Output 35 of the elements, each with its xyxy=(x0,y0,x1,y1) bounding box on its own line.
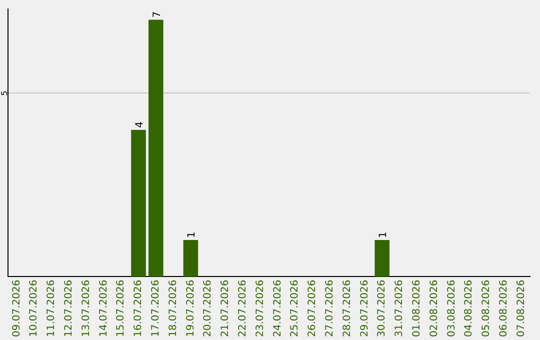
x-tick-label: 12.07.2026 xyxy=(63,280,74,338)
x-tick-label: 29.07.2026 xyxy=(359,280,370,338)
x-tick-label: 23.07.2026 xyxy=(254,280,266,338)
x-tick-label: 26.07.2026 xyxy=(307,280,318,338)
x-tick-label: 17.07.2026 xyxy=(150,280,162,338)
x-tick-label: 13.07.2026 xyxy=(80,280,92,338)
x-tick-label: 03.08.2026 xyxy=(446,280,458,338)
x-tick-label: 31.07.2026 xyxy=(394,280,406,338)
data-label: 4 xyxy=(134,122,146,128)
data-label: 1 xyxy=(186,232,198,238)
x-tick-label: 27.07.2026 xyxy=(324,280,336,338)
x-tick-label: 15.07.2026 xyxy=(116,280,127,338)
x-tick-label: 07.08.2026 xyxy=(516,280,527,338)
x-tick-label: 22.07.2026 xyxy=(237,280,248,338)
x-tick-label: 28.07.2026 xyxy=(342,280,353,338)
x-tick-label: 19.07.2026 xyxy=(185,280,196,338)
x-tick-label: 30.07.2026 xyxy=(376,280,388,338)
x-tick-label: 20.07.2026 xyxy=(202,280,214,338)
x-tick-label: 21.07.2026 xyxy=(220,280,232,338)
x-tick-label: 11.07.2026 xyxy=(46,280,58,338)
x-tick-label: 09.07.2026 xyxy=(11,280,22,338)
x-tick-label: 16.07.2026 xyxy=(133,280,144,338)
x-tick-label: 04.08.2026 xyxy=(464,280,475,338)
data-label: 7 xyxy=(152,11,163,18)
x-tick-label: 18.07.2026 xyxy=(168,280,179,338)
x-tick-label: 25.07.2026 xyxy=(290,280,301,338)
x-tick-label: 02.08.2026 xyxy=(428,280,440,338)
x-tick-label: 14.07.2026 xyxy=(98,280,110,338)
x-tick-label: 24.07.2026 xyxy=(272,280,284,338)
x-tick-label: 01.08.2026 xyxy=(411,280,422,338)
data-label: 1 xyxy=(378,232,390,238)
y-tick-label: 5 xyxy=(0,90,9,96)
x-tick-label: 10.07.2026 xyxy=(28,280,40,338)
x-tick-label: 06.08.2026 xyxy=(498,280,510,338)
x-tick-label: 05.08.2026 xyxy=(481,280,492,338)
